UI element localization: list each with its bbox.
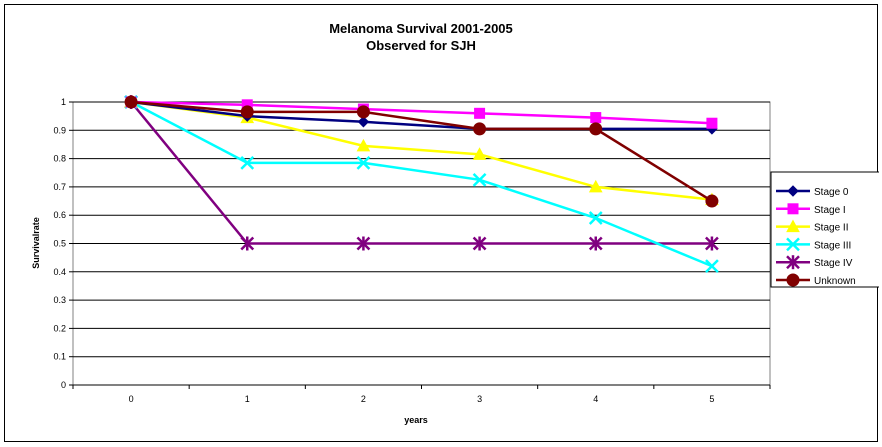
data-point	[356, 138, 371, 152]
data-point	[706, 117, 718, 129]
y-tick-label: 0.9	[53, 125, 66, 135]
data-point	[589, 122, 603, 136]
data-point	[588, 179, 603, 193]
y-tick-label: 0.1	[53, 352, 66, 362]
data-point	[705, 236, 719, 251]
data-point	[588, 236, 603, 251]
chart-frame: Melanoma Survival 2001-2005 Observed for…	[4, 4, 879, 442]
y-tick-label: 0.6	[53, 210, 66, 220]
data-point	[240, 236, 255, 251]
x-tick-label: 0	[129, 394, 134, 404]
legend-label: Stage IV	[814, 258, 853, 269]
data-point	[124, 95, 138, 109]
legend-marker	[786, 237, 800, 252]
y-axis-ticks: 0 0.1 0.2 0.3 0.4 0.5 0.6 0.7 0.8 0.9 1	[53, 97, 73, 390]
legend-item-unknown: Unknown	[776, 273, 856, 287]
data-point	[356, 236, 371, 251]
y-tick-label: 0.2	[53, 323, 66, 333]
data-point	[357, 116, 370, 128]
chart-subtitle: Observed for SJH	[366, 38, 476, 53]
data-point	[590, 112, 602, 124]
x-axis-label: years	[404, 415, 428, 425]
legend-label: Stage 0	[814, 187, 849, 198]
legend-label: Unknown	[814, 276, 856, 287]
legend-marker	[787, 185, 799, 197]
series-stage-iii	[124, 95, 719, 274]
data-point	[588, 211, 603, 225]
legend-item-stage-ii: Stage II	[776, 219, 848, 234]
data-point	[356, 155, 371, 170]
legend-item-stage-0: Stage 0	[776, 185, 849, 198]
chart-title: Melanoma Survival 2001-2005	[329, 21, 513, 36]
y-tick-label: 0.8	[53, 154, 66, 164]
data-point	[472, 172, 487, 187]
series-line	[130, 101, 712, 245]
series-line	[130, 100, 713, 203]
data-point	[356, 105, 370, 119]
legend-marker	[786, 219, 800, 233]
y-tick-label: 0.7	[53, 182, 66, 192]
series-line	[131, 100, 712, 125]
x-tick-label: 5	[709, 394, 714, 404]
y-tick-label: 0.4	[53, 267, 66, 277]
series-line	[130, 100, 712, 131]
x-tick-label: 4	[593, 394, 598, 404]
data-point	[473, 122, 487, 136]
legend-marker	[786, 255, 800, 270]
x-tick-label: 2	[361, 394, 366, 404]
y-tick-label: 0	[61, 380, 66, 390]
legend-label: Stage II	[814, 223, 848, 234]
series-group	[124, 94, 719, 274]
data-point	[240, 155, 255, 170]
legend-item-stage-iii: Stage III	[776, 237, 851, 252]
data-point	[474, 107, 486, 119]
x-axis-ticks: 0 1 2 3 4 5	[72, 384, 771, 404]
legend-item-stage-iv: Stage IV	[776, 255, 853, 270]
legend-label: Stage III	[814, 240, 851, 251]
data-point	[472, 147, 487, 160]
legend-marker	[787, 203, 799, 215]
series-line	[130, 100, 713, 268]
data-point	[240, 105, 254, 119]
data-point	[472, 236, 487, 251]
series-stage-iv	[124, 95, 719, 251]
y-axis-label: Survivalrate	[31, 217, 41, 269]
x-tick-label: 1	[245, 394, 250, 404]
y-tick-label: 1	[61, 97, 66, 107]
x-tick-label: 3	[477, 394, 482, 404]
data-point	[705, 259, 719, 274]
y-tick-label: 0.5	[53, 239, 66, 249]
y-tick-label: 0.3	[53, 295, 66, 305]
legend-item-stage-i: Stage I	[776, 203, 846, 216]
gridlines	[73, 101, 770, 358]
series-unknown	[124, 95, 719, 208]
legend-label: Stage I	[814, 205, 846, 216]
legend-marker	[786, 273, 800, 287]
line-chart: Melanoma Survival 2001-2005 Observed for…	[31, 21, 879, 425]
legend: Stage 0 Stage I Stage II Stage III Stage IV U…	[770, 171, 879, 288]
data-point	[705, 194, 719, 208]
